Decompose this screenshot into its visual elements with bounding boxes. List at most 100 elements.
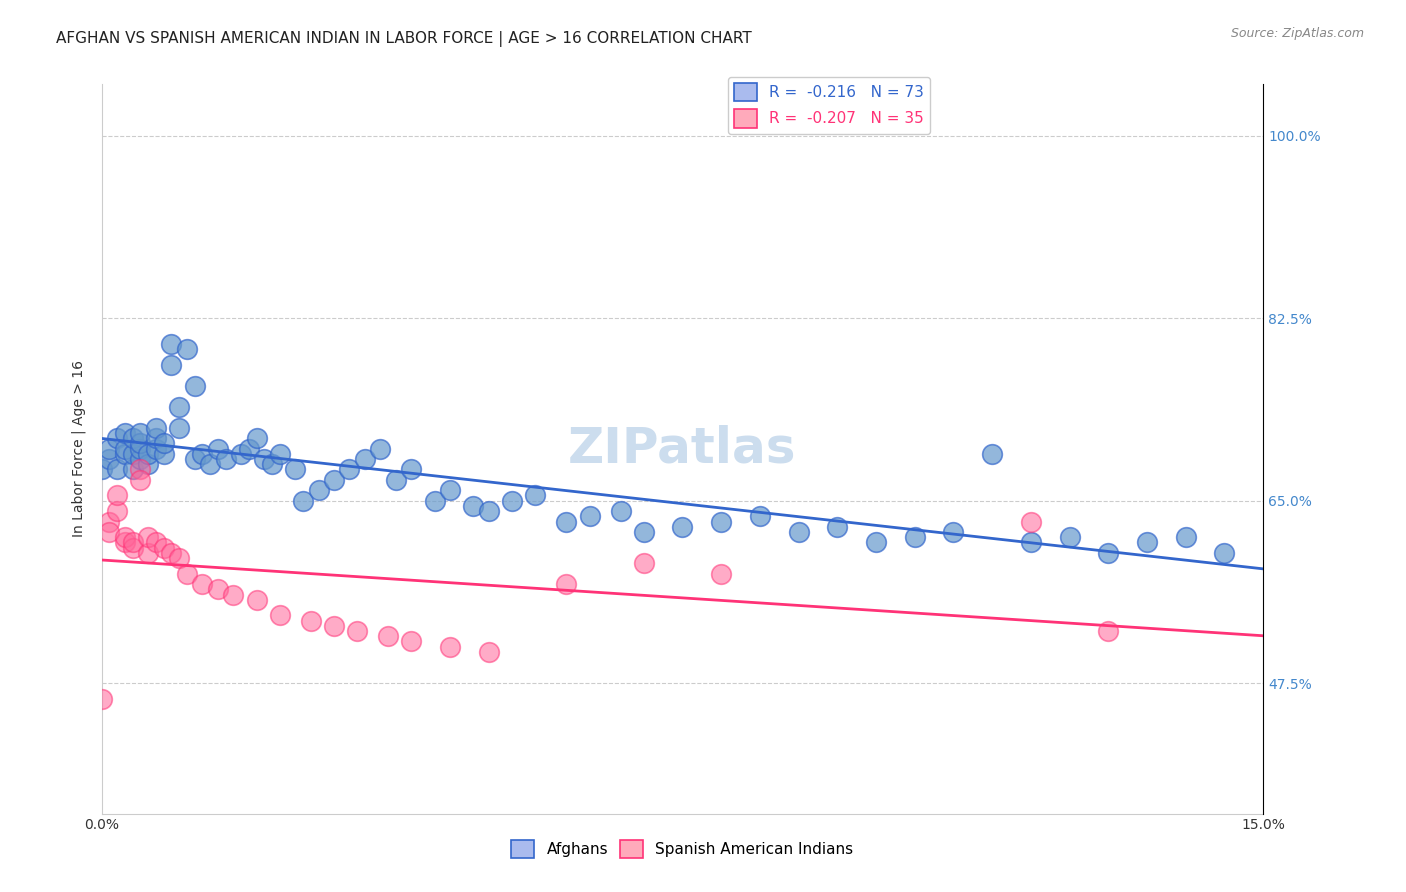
Afghans bbox=[423, 493, 446, 508]
Afghans bbox=[167, 420, 190, 434]
Afghans bbox=[942, 524, 965, 539]
Afghans bbox=[578, 509, 600, 524]
Text: AFGHAN VS SPANISH AMERICAN INDIAN IN LABOR FORCE | AGE > 16 CORRELATION CHART: AFGHAN VS SPANISH AMERICAN INDIAN IN LAB… bbox=[56, 31, 752, 47]
Spanish American Indians bbox=[269, 608, 291, 623]
Afghans bbox=[710, 515, 733, 529]
Spanish American Indians bbox=[710, 566, 733, 581]
Afghans bbox=[478, 504, 501, 518]
Afghans bbox=[1213, 546, 1236, 560]
Afghans bbox=[401, 462, 423, 476]
Afghans bbox=[262, 457, 284, 471]
Spanish American Indians bbox=[555, 577, 578, 591]
Afghans bbox=[463, 499, 485, 513]
Spanish American Indians bbox=[121, 535, 143, 549]
Spanish American Indians bbox=[245, 592, 267, 607]
Afghans bbox=[145, 420, 167, 434]
Afghans bbox=[671, 520, 693, 534]
Afghans bbox=[129, 436, 152, 450]
Afghans bbox=[245, 431, 267, 445]
Afghans bbox=[183, 379, 205, 393]
Afghans bbox=[121, 462, 143, 476]
Afghans bbox=[284, 462, 307, 476]
Spanish American Indians bbox=[105, 488, 128, 502]
Spanish American Indians bbox=[136, 530, 159, 544]
Afghans bbox=[555, 515, 578, 529]
Afghans bbox=[633, 524, 655, 539]
Afghans bbox=[136, 457, 159, 471]
Afghans bbox=[145, 442, 167, 456]
Spanish American Indians bbox=[114, 530, 136, 544]
Afghans bbox=[439, 483, 461, 498]
Afghans bbox=[160, 337, 183, 351]
Afghans bbox=[214, 452, 236, 467]
Spanish American Indians bbox=[478, 645, 501, 659]
Afghans bbox=[121, 447, 143, 461]
Afghans bbox=[370, 442, 392, 456]
Spanish American Indians bbox=[167, 551, 190, 566]
Afghans bbox=[1136, 535, 1159, 549]
Afghans bbox=[183, 452, 205, 467]
Spanish American Indians bbox=[98, 515, 121, 529]
Afghans bbox=[354, 452, 377, 467]
Afghans bbox=[152, 436, 174, 450]
Spanish American Indians bbox=[176, 566, 198, 581]
Afghans bbox=[167, 400, 190, 414]
Afghans bbox=[865, 535, 887, 549]
Spanish American Indians bbox=[1019, 515, 1042, 529]
Afghans bbox=[748, 509, 770, 524]
Afghans bbox=[524, 488, 547, 502]
Afghans bbox=[787, 524, 810, 539]
Afghans bbox=[1174, 530, 1197, 544]
Afghans bbox=[198, 457, 221, 471]
Afghans bbox=[121, 431, 143, 445]
Afghans bbox=[105, 462, 128, 476]
Spanish American Indians bbox=[129, 473, 152, 487]
Spanish American Indians bbox=[1097, 624, 1119, 638]
Afghans bbox=[981, 447, 1004, 461]
Afghans bbox=[145, 431, 167, 445]
Afghans bbox=[114, 425, 136, 440]
Afghans bbox=[827, 520, 849, 534]
Afghans bbox=[90, 462, 112, 476]
Afghans bbox=[238, 442, 260, 456]
Spanish American Indians bbox=[90, 691, 112, 706]
Afghans bbox=[114, 447, 136, 461]
Afghans bbox=[176, 343, 198, 357]
Spanish American Indians bbox=[323, 619, 346, 633]
Afghans bbox=[129, 425, 152, 440]
Spanish American Indians bbox=[145, 535, 167, 549]
Afghans bbox=[308, 483, 330, 498]
Afghans bbox=[385, 473, 408, 487]
Afghans bbox=[269, 447, 291, 461]
Spanish American Indians bbox=[160, 546, 183, 560]
Afghans bbox=[129, 442, 152, 456]
Afghans bbox=[191, 447, 214, 461]
Afghans bbox=[98, 442, 121, 456]
Afghans bbox=[1059, 530, 1081, 544]
Spanish American Indians bbox=[129, 462, 152, 476]
Afghans bbox=[105, 431, 128, 445]
Afghans bbox=[904, 530, 927, 544]
Spanish American Indians bbox=[98, 524, 121, 539]
Afghans bbox=[160, 358, 183, 372]
Afghans bbox=[501, 493, 523, 508]
Spanish American Indians bbox=[207, 582, 229, 597]
Spanish American Indians bbox=[401, 634, 423, 648]
Text: Source: ZipAtlas.com: Source: ZipAtlas.com bbox=[1230, 27, 1364, 40]
Spanish American Indians bbox=[191, 577, 214, 591]
Afghans bbox=[1019, 535, 1042, 549]
Afghans bbox=[323, 473, 346, 487]
Spanish American Indians bbox=[222, 588, 245, 602]
Afghans bbox=[1097, 546, 1119, 560]
Spanish American Indians bbox=[633, 556, 655, 570]
Afghans bbox=[207, 442, 229, 456]
Spanish American Indians bbox=[136, 546, 159, 560]
Spanish American Indians bbox=[105, 504, 128, 518]
Afghans bbox=[98, 452, 121, 467]
Afghans bbox=[229, 447, 252, 461]
Afghans bbox=[609, 504, 631, 518]
Spanish American Indians bbox=[439, 640, 461, 654]
Afghans bbox=[292, 493, 315, 508]
Afghans bbox=[136, 447, 159, 461]
Afghans bbox=[129, 452, 152, 467]
